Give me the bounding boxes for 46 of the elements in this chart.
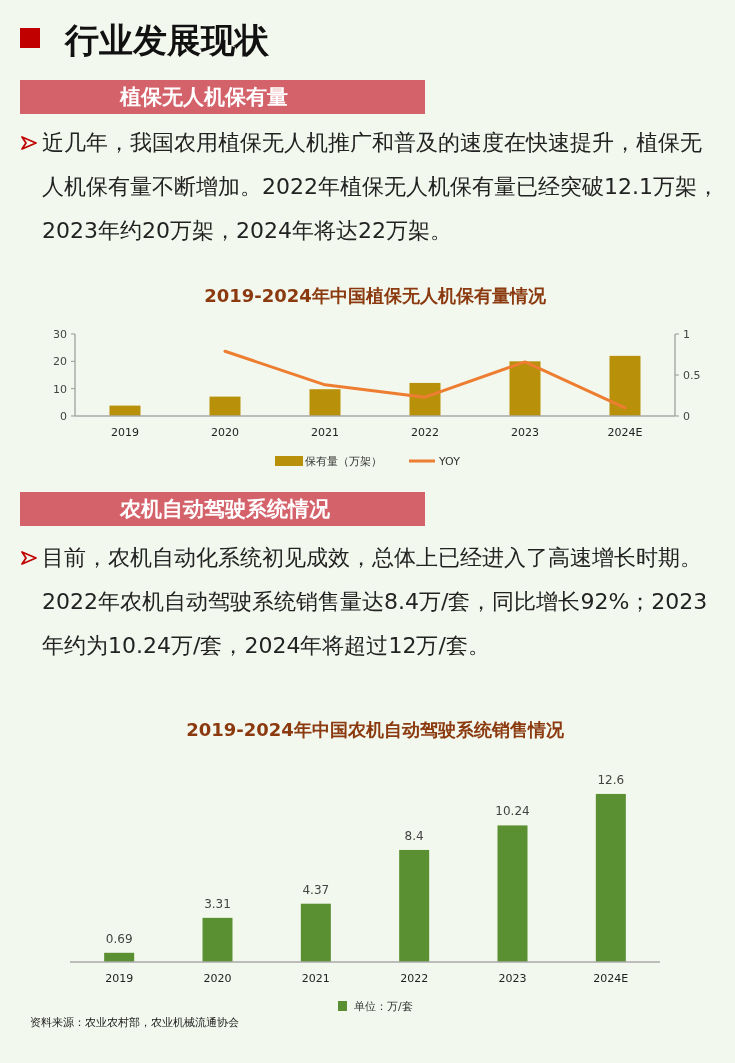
x-tick-label: 2020 — [203, 972, 232, 985]
legend-label: 保有量（万架） — [305, 455, 382, 468]
x-tick-label: 2020 — [211, 426, 239, 439]
text: 植保无人机保有量 — [20, 80, 425, 114]
text: 农机自动驾驶系统情况 — [20, 492, 425, 526]
line-series — [223, 349, 627, 410]
bar — [595, 793, 626, 962]
data-label: 10.24 — [495, 804, 530, 819]
y-tick-label: 10 — [53, 382, 67, 396]
data-label: 8.4 — [404, 828, 424, 843]
chart-title: 2019-2024年中国植保无人机保有量情况 — [204, 285, 547, 306]
y2-tick-label: 0.5 — [683, 369, 701, 382]
x-tick-label: 2023 — [498, 972, 527, 985]
data-label: 3.31 — [204, 896, 231, 911]
x-tick-label: 2021 — [311, 426, 339, 439]
x-tick-label: 2019 — [111, 426, 139, 439]
y-tick-label: 20 — [53, 355, 67, 369]
bar — [399, 849, 430, 962]
legend-label: 单位：万/套 — [354, 1000, 413, 1013]
x-tick-label: 2022 — [411, 426, 439, 439]
chart-title: 2019-2024年中国农机自动驾驶系统销售情况 — [186, 719, 565, 740]
bar — [300, 903, 331, 962]
data-label: 4.37 — [302, 882, 330, 897]
bar — [497, 825, 528, 962]
bar — [509, 361, 541, 416]
text: 行业发展现状 — [65, 19, 269, 62]
text: 资料来源：农业农村部，农业机械流通协会 — [30, 1015, 239, 1030]
x-tick-label: 2019 — [105, 972, 134, 985]
bar — [609, 355, 641, 416]
x-tick-label: 2023 — [511, 426, 539, 439]
legend-label: YOY — [438, 455, 461, 468]
y2-tick-label: 0 — [683, 410, 690, 423]
x-tick-label: 2024E — [593, 972, 629, 985]
y-tick-label: 30 — [53, 328, 67, 341]
data-label: 0.69 — [105, 931, 133, 946]
text: 目前，农机自动化系统初见成效，总体上已经进入了高速增长时期。2022年农机自动驾驶系统销售量达8.4万/套，同比增长92%；2023年约为10.24万/套，2024年将超过12万/套。 — [42, 544, 709, 660]
data-label: 12.6 — [597, 772, 625, 787]
bar — [202, 917, 233, 962]
y2-tick-label: 1 — [683, 328, 690, 341]
x-tick-label: 2022 — [400, 972, 429, 985]
y-tick-label: 0 — [60, 410, 67, 423]
bar — [209, 396, 241, 416]
bar — [309, 389, 341, 416]
text: 近几年，我国农用植保无人机推广和普及的速度在快速提升，植保无人机保有量不断增加。2022年植保无人机保有量已经突破12.1万架，2023年约20万架，2024年将达22万架。 — [42, 129, 720, 245]
x-tick-label: 2021 — [301, 972, 330, 985]
x-tick-label: 2024E — [607, 426, 643, 439]
